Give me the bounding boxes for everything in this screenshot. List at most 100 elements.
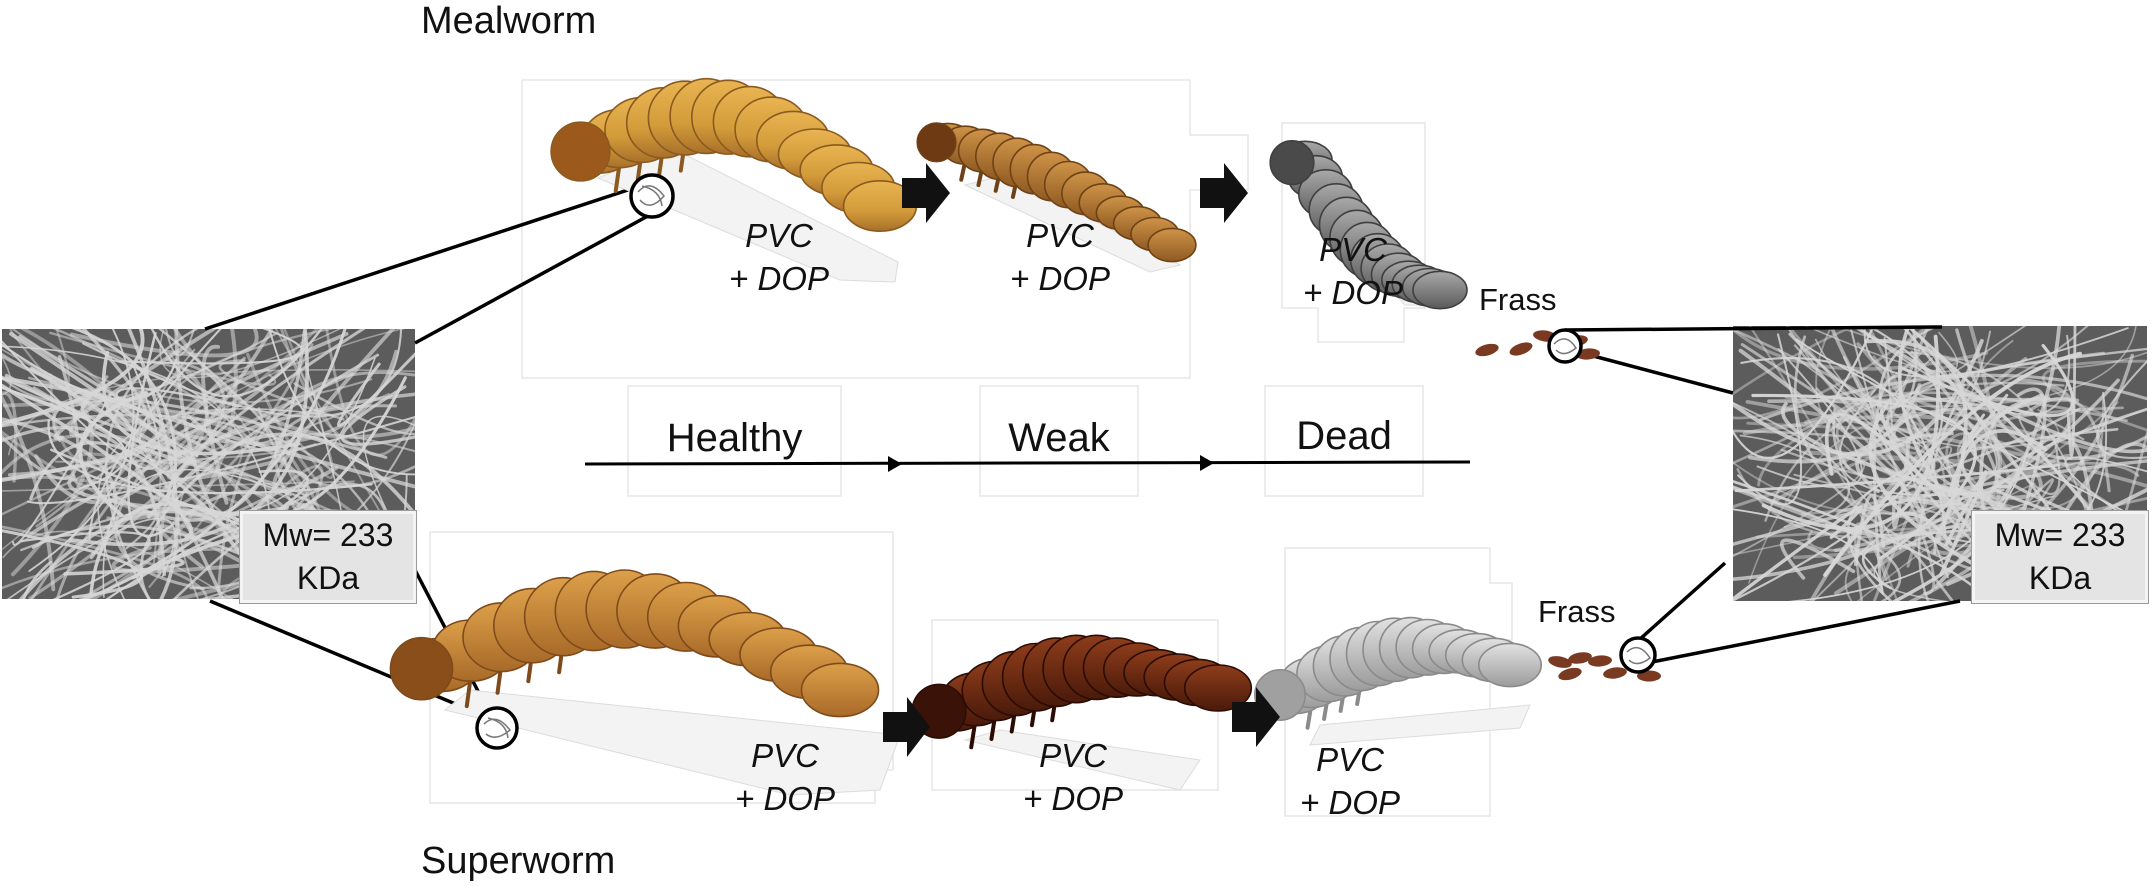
fiber xyxy=(1740,356,1947,536)
fiber xyxy=(2,329,145,426)
fiber xyxy=(10,367,94,577)
fiber xyxy=(1836,391,2129,471)
fiber xyxy=(103,398,264,580)
fiber xyxy=(1748,411,2021,584)
fiber xyxy=(1788,326,1918,409)
fiber xyxy=(1856,482,2036,601)
magnifier-circles xyxy=(475,173,1657,750)
fiber xyxy=(1868,403,2056,601)
fiber xyxy=(1930,326,2001,556)
arrow-right-icon xyxy=(1232,687,1280,747)
superworm-row-label: Superworm xyxy=(421,840,616,882)
mealworm-weak xyxy=(916,122,1197,263)
fiber xyxy=(172,329,415,439)
fiber xyxy=(1854,522,1888,601)
fiber xyxy=(2064,456,2147,525)
larva-label: PVC + DOP xyxy=(1303,231,1403,311)
fiber xyxy=(69,329,259,358)
fiber xyxy=(2,480,355,492)
larva-label: PVC + DOP xyxy=(1023,737,1123,817)
fiber xyxy=(28,364,209,599)
fiber xyxy=(1849,326,1893,450)
magnifier-icon xyxy=(1547,328,1583,364)
fiber xyxy=(166,371,354,482)
fiber xyxy=(1733,401,2119,515)
fiber xyxy=(138,348,390,464)
frass-pellet xyxy=(1637,670,1661,682)
fiber xyxy=(70,452,238,505)
fiber xyxy=(1764,381,2065,522)
fiber xyxy=(2,391,18,483)
fiber xyxy=(1900,343,2075,417)
fiber xyxy=(20,531,151,599)
superworm-healthy xyxy=(389,569,880,718)
stage-dead-label: Dead xyxy=(1296,414,1392,458)
stage-weak-label: Weak xyxy=(1008,416,1110,460)
mw-label-right: Mw= 233 KDa xyxy=(1972,511,2148,603)
fiber xyxy=(11,329,373,404)
arrow-right-icon xyxy=(883,697,930,757)
fiber-micrograph-left xyxy=(2,329,415,599)
frass-pellet xyxy=(1568,652,1592,664)
fiber xyxy=(1738,348,1925,539)
fiber xyxy=(1751,393,1977,560)
fiber xyxy=(268,329,415,476)
fiber xyxy=(158,329,279,452)
fiber xyxy=(1748,383,1922,464)
larvae-group xyxy=(389,77,1543,750)
fiber xyxy=(1780,538,1856,580)
frass-pellet xyxy=(1603,667,1627,679)
fiber xyxy=(1733,479,1992,601)
fiber xyxy=(1733,508,1884,596)
fiber xyxy=(1758,373,2147,422)
fiber xyxy=(1733,459,2147,547)
frass-pellet xyxy=(1588,655,1612,667)
fiber xyxy=(2016,387,2047,527)
fiber xyxy=(1745,399,2147,488)
fiber xyxy=(63,556,185,576)
fiber xyxy=(283,376,407,516)
fiber xyxy=(325,329,415,457)
mealworm-dead xyxy=(1269,140,1468,310)
fiber xyxy=(1886,351,2105,440)
timeline-axis xyxy=(584,455,1471,472)
fiber xyxy=(139,353,380,599)
fiber xyxy=(78,391,148,518)
fiber xyxy=(362,415,415,516)
fiber xyxy=(69,372,180,438)
fiber xyxy=(1896,538,1955,601)
arrow-right-icon xyxy=(902,163,950,223)
fiber xyxy=(1905,436,1961,579)
stage-healthy-label: Healthy xyxy=(666,416,803,460)
fiber xyxy=(1834,454,2073,596)
frass-pellet xyxy=(1548,656,1572,668)
magnifier-icon xyxy=(475,706,519,750)
larva-label: PVC + DOP xyxy=(735,737,835,817)
frass-pellet xyxy=(1558,667,1582,681)
magnifier-icon xyxy=(1619,636,1657,674)
arrow-right-icon xyxy=(1200,163,1248,223)
superworm-weak xyxy=(911,634,1253,750)
frass-label-top: Frass xyxy=(1479,282,1557,317)
fiber xyxy=(88,329,222,542)
fiber xyxy=(34,329,273,505)
fiber xyxy=(1748,326,1899,601)
frass-pellet xyxy=(1576,348,1600,360)
frass-pellet xyxy=(1509,342,1533,356)
fiber xyxy=(218,359,345,421)
magnifier-fibers xyxy=(483,185,1652,739)
mealworm-healthy xyxy=(550,77,918,233)
mealworm-row-label: Mealworm xyxy=(421,0,597,42)
stage-arrows xyxy=(883,163,1280,757)
fiber xyxy=(1917,383,1966,601)
fiber xyxy=(148,442,244,588)
fiber xyxy=(2,386,127,490)
fiber xyxy=(1733,344,1929,465)
fiber xyxy=(1733,326,1989,371)
fiber xyxy=(105,509,350,599)
fiber xyxy=(49,331,277,387)
fiber xyxy=(1891,438,1911,529)
fiber xyxy=(1733,326,1857,396)
fiber xyxy=(28,329,135,572)
